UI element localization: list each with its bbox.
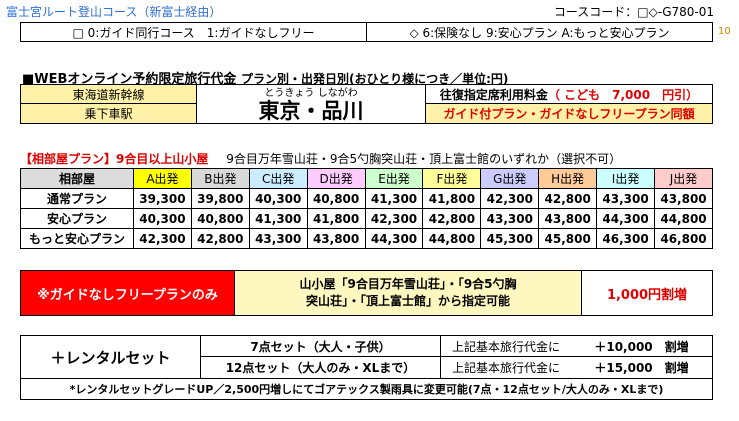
line-label: 東海道新幹線 <box>21 85 197 104</box>
price-cell: 44,300 <box>364 228 424 249</box>
departure-header: A出発 <box>133 168 192 189</box>
guide-free-surcharge: 1,000円割増 <box>606 287 688 303</box>
rental-note: *レンタルセットグレードUP／2,500円増しにてゴアテックス製雨具に変更可能(… <box>20 379 713 400</box>
price-cell: 41,300 <box>248 208 308 229</box>
price-cell: 42,300 <box>480 188 540 209</box>
rental-set-name: 7点セット（大人・子供） <box>201 336 441 357</box>
price-cell: 42,800 <box>190 228 250 249</box>
price-cell: 45,800 <box>538 228 598 249</box>
price-cell: 46,300 <box>596 228 656 249</box>
section-title: ■WEBオンライン予約限定旅行代金 <box>22 72 237 87</box>
price-cell: 42,300 <box>133 228 192 249</box>
pricing-section-title: ■WEBオンライン予約限定旅行代金 プラン別・出発日別(おひとり様につき／単位:… <box>22 68 508 87</box>
price-cell: 44,800 <box>654 208 713 229</box>
guide-free-line2: 突山荘」・「頂上富士館」から指定可能 <box>305 294 510 308</box>
departure-header: B出発 <box>190 168 250 189</box>
rental-set-price: ＋15,000 割増 <box>594 361 689 375</box>
price-cell: 42,300 <box>364 208 424 229</box>
same-price-note: ガイド付プラン・ガイドなしフリープラン同額 <box>425 104 712 123</box>
child-discount: （ こども 7,000 円引） <box>547 87 699 102</box>
rental-set-base: 上記基本旅行代金に <box>451 361 560 375</box>
departure-header: G出発 <box>480 168 540 189</box>
price-cell: 44,300 <box>596 208 656 229</box>
reserved-fee-label: 往復指定席利用料金 <box>439 87 548 102</box>
corner-cell: 相部屋 <box>20 168 134 189</box>
course-code: コースコード：□◇-G780-01 <box>553 5 714 19</box>
rental-box: ＋レンタルセット 7点セット（大人・子供） 上記基本旅行代金に ＋10,000 … <box>20 335 713 379</box>
price-cell: 43,800 <box>306 228 366 249</box>
guide-free-box: ※ガイドなしフリープランのみ 山小屋「9合目万年雪山荘」・「9合5勺胸 突山荘」… <box>20 270 713 316</box>
departure-header: D出発 <box>306 168 366 189</box>
plan-name: 安心プラン <box>20 208 134 229</box>
price-cell: 43,800 <box>538 208 598 229</box>
price-cell: 40,300 <box>248 188 308 209</box>
insurance-legend: ◇ 6:保険なし 9:安心プラン A:もっと安心プラン <box>366 23 712 41</box>
rental-set-base: 上記基本旅行代金に <box>441 336 571 357</box>
price-cell: 40,800 <box>190 208 250 229</box>
reserved-fee: 往復指定席利用料金（ こども 7,000 円引） <box>425 85 712 104</box>
departure-header: J出発 <box>654 168 713 189</box>
price-cell: 43,300 <box>480 208 540 229</box>
departure-header: F出発 <box>422 168 482 189</box>
departure-header: H出発 <box>538 168 598 189</box>
route-title: 富士宮ルート登山コース（新富士経由） <box>6 5 222 19</box>
table-row: もっと安心プラン 42,300 42,800 43,300 43,800 44,… <box>20 228 713 249</box>
plan-name: 通常プラン <box>20 188 134 209</box>
guide-free-label: ※ガイドなしフリープランのみ <box>21 271 235 315</box>
price-table-header: 相部屋 A出発 B出発 C出発 D出発 E出発 F出発 G出発 H出発 I出発 … <box>20 168 713 189</box>
plan-name: もっと安心プラン <box>20 228 134 249</box>
departure-header: E出発 <box>364 168 424 189</box>
rental-label: ＋レンタルセット <box>21 336 201 378</box>
city-ruby: とうきょう しながわ <box>264 88 358 99</box>
guide-free-info: 山小屋「9合目万年雪山荘」・「9合5勺胸 突山荘」・「頂上富士館」から指定可能 <box>235 271 582 315</box>
price-cell: 43,800 <box>654 188 713 209</box>
hut-list: 9合目万年雪山荘・9合5勺胸突山荘・頂上富士館のいずれか（選択不可） <box>226 152 622 166</box>
rental-set-price: ＋10,000 割増 <box>571 336 712 357</box>
price-cell: 40,300 <box>133 208 192 229</box>
city-name: 東京・品川 <box>258 99 364 123</box>
table-row: 安心プラン 40,300 40,800 41,300 41,800 42,300… <box>20 208 713 229</box>
guide-free-line1: 山小屋「9合目万年雪山荘」・「9合5勺胸 <box>299 277 517 291</box>
price-cell: 39,800 <box>190 188 250 209</box>
guide-legend: □ 0:ガイド同行コース 1:ガイドなしフリー <box>72 25 315 40</box>
departure-header: C出発 <box>248 168 308 189</box>
rental-set-name: 12点セット（大人のみ・XLまで） <box>201 357 441 378</box>
price-cell: 41,800 <box>306 208 366 229</box>
price-cell: 45,300 <box>480 228 540 249</box>
room-plan-tag: 【相部屋プラン】9合目以上山小屋 <box>20 152 209 166</box>
departure-station-box: 東海道新幹線 乗下車駅 とうきょう しながわ 東京・品川 往復指定席利用料金（ … <box>20 84 713 124</box>
section-subtitle: プラン別・出発日別(おひとり様につき／単位:円) <box>240 72 509 86</box>
station-label: 乗下車駅 <box>21 104 197 123</box>
price-cell: 39,300 <box>133 188 192 209</box>
room-plan-heading: 【相部屋プラン】9合目以上山小屋 9合目万年雪山荘・9合5勺胸突山荘・頂上富士館… <box>20 150 621 167</box>
price-cell: 41,300 <box>364 188 424 209</box>
price-cell: 42,800 <box>422 208 482 229</box>
price-cell: 40,800 <box>306 188 366 209</box>
price-cell: 41,800 <box>422 188 482 209</box>
table-row: 通常プラン 39,300 39,800 40,300 40,800 41,300… <box>20 188 713 209</box>
price-cell: 43,300 <box>596 188 656 209</box>
departure-header: I出発 <box>596 168 656 189</box>
price-cell: 42,800 <box>538 188 598 209</box>
page-number: 10 <box>718 26 731 37</box>
price-table: 相部屋 A出発 B出発 C出発 D出発 E出発 F出発 G出発 H出発 I出発 … <box>20 168 713 249</box>
price-cell: 43,300 <box>248 228 308 249</box>
price-cell: 46,800 <box>654 228 713 249</box>
price-cell: 44,800 <box>422 228 482 249</box>
code-legend: □ 0:ガイド同行コース 1:ガイドなしフリー ◇ 6:保険なし 9:安心プラン… <box>20 22 713 42</box>
